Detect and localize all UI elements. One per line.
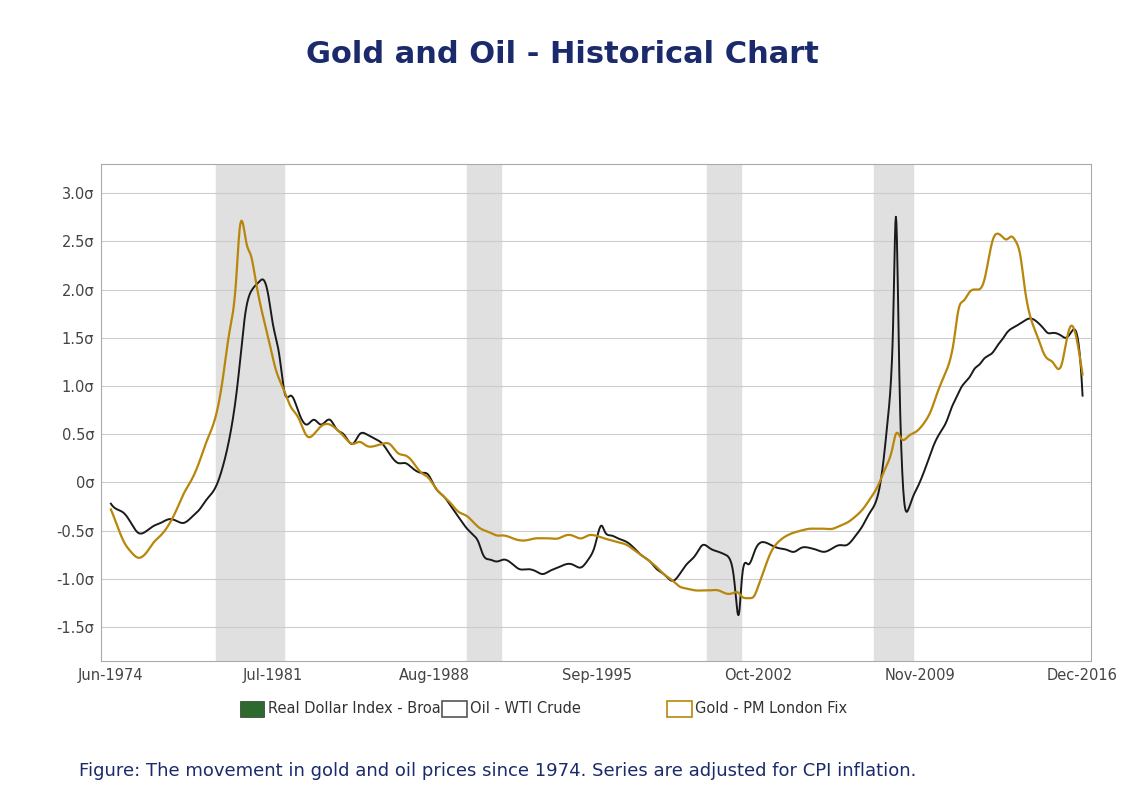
Bar bbox=[708, 164, 741, 661]
Text: Figure: The movement in gold and oil prices since 1974. Series are adjusted for : Figure: The movement in gold and oil pri… bbox=[79, 762, 916, 779]
Text: ✓: ✓ bbox=[674, 702, 685, 715]
Text: Oil - WTI Crude: Oil - WTI Crude bbox=[470, 702, 582, 716]
Bar bbox=[874, 164, 912, 661]
Text: ✓: ✓ bbox=[449, 702, 460, 715]
Text: Real Dollar Index - Broad: Real Dollar Index - Broad bbox=[268, 702, 450, 716]
Bar bbox=[467, 164, 502, 661]
Bar bbox=[216, 164, 285, 661]
Text: Gold - PM London Fix: Gold - PM London Fix bbox=[695, 702, 847, 716]
Text: Gold and Oil - Historical Chart: Gold and Oil - Historical Chart bbox=[306, 40, 819, 69]
